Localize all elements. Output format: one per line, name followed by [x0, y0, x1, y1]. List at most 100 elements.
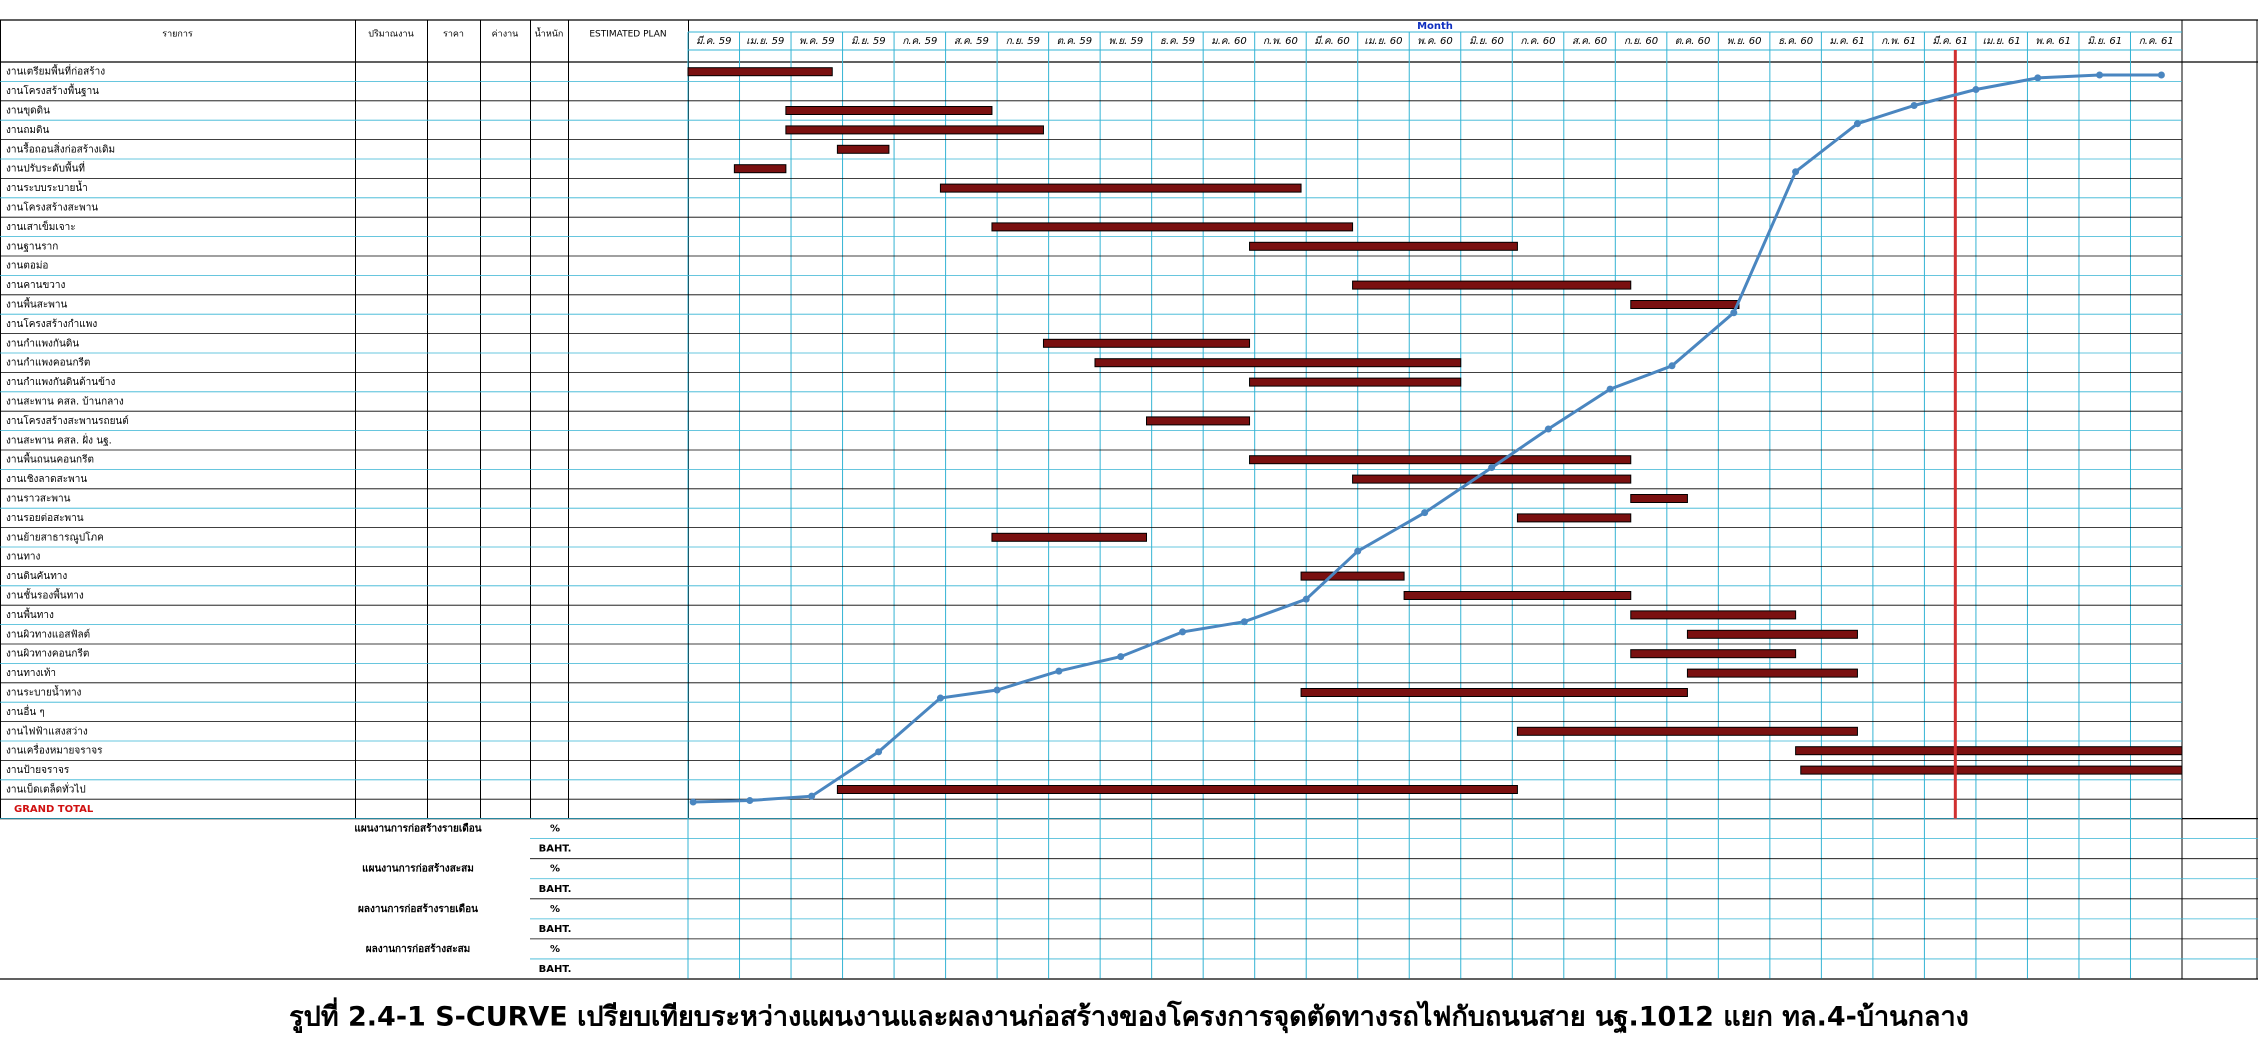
- caption: รูปที่ 2.4-1 S-CURVE เปรียบเทียบระหว่างแ…: [289, 997, 1969, 1035]
- s-curve-point: [746, 797, 754, 805]
- task-name: งานเสาเข็มเจาะ: [6, 219, 76, 233]
- month-label: ก.พ. 60: [1263, 36, 1298, 47]
- task-bar: [1352, 474, 1632, 484]
- s-curve-point: [1853, 120, 1861, 128]
- month-label: พ.ค. 60: [1417, 36, 1453, 47]
- task-bar: [1042, 338, 1251, 348]
- task-name: งานดินคันทาง: [6, 571, 67, 582]
- month-label: มิ.ย. 61: [2087, 35, 2122, 47]
- task-name: งานโครงสร้างสะพาน: [6, 201, 98, 214]
- s-curve-point: [1179, 628, 1187, 636]
- task-name: งานปรับระดับพื้นที่: [6, 161, 85, 175]
- table-header: น้ำหนัก: [535, 27, 564, 40]
- task-name: งานกำแพงคอนกรีต: [6, 357, 90, 369]
- task-name: งานป้ายจราจร: [6, 764, 70, 776]
- task-bar: [1516, 726, 1858, 736]
- month-label: พ.ค. 59: [799, 36, 835, 47]
- table-header: ปริมาณงาน: [368, 29, 413, 40]
- task-name: งานเชิงลาดสะพาน: [6, 474, 87, 485]
- summary-unit: %: [550, 864, 560, 875]
- task-bar: [785, 106, 993, 115]
- table-header: รายการ: [162, 30, 193, 40]
- summary-label: ผลงานการก่อสร้างสะสม: [366, 943, 471, 955]
- task-name: งานถมดิน: [6, 125, 49, 136]
- s-curve-point: [1055, 667, 1063, 675]
- s-curve-point: [936, 694, 944, 702]
- summary-unit: BAHT.: [539, 964, 572, 975]
- month-label: ก.พ. 61: [1881, 36, 1916, 47]
- task-name: งานคานขวาง: [6, 280, 66, 291]
- task-name: งานฐานราก: [6, 241, 58, 252]
- summary-unit: BAHT.: [539, 884, 572, 895]
- summary-unit: %: [550, 944, 560, 955]
- s-curve-point: [993, 686, 1001, 694]
- task-name: งานผิวทางคอนกรีต: [6, 648, 89, 660]
- month-label: เม.ย. 60: [1364, 36, 1402, 47]
- task-bar: [991, 532, 1148, 542]
- month-label: ก.ค. 59: [902, 36, 937, 47]
- month-label: พ.ย. 60: [1727, 36, 1762, 47]
- task-name: งานอื่น ๆ: [6, 704, 45, 718]
- task-bar: [785, 125, 1044, 135]
- s-curve-point: [1910, 102, 1918, 110]
- task-bar: [991, 222, 1354, 232]
- task-name: งานทาง: [6, 552, 41, 563]
- task-bar: [1800, 765, 2183, 775]
- task-bar: [1352, 280, 1632, 290]
- task-name: งานเบ็ดเตล็ดทั่วไป: [6, 782, 86, 796]
- task-name: งานพื้นถนนคอนกรีต: [6, 452, 94, 466]
- task-bar: [1686, 668, 1858, 678]
- task-name: งานพื้นทาง: [6, 607, 54, 621]
- s-curve-point: [1302, 595, 1310, 603]
- task-name: งานเครื่องหมายจราจร: [6, 743, 103, 757]
- month-label: มี.ค. 60: [1314, 35, 1350, 47]
- task-name: งานสะพาน คสล. ฝั่ง นฐ.: [6, 432, 112, 446]
- s-curve-point: [2157, 71, 2165, 79]
- month-label: มี.ค. 59: [696, 35, 732, 47]
- task-bar: [1249, 377, 1462, 387]
- month-label: ก.ค. 60: [1521, 36, 1556, 47]
- month-label: พ.ค. 61: [2035, 36, 2071, 47]
- month-label: เม.ย. 59: [746, 36, 784, 47]
- summary-unit: %: [550, 904, 560, 915]
- task-name: งานระบายน้ำทาง: [6, 685, 82, 699]
- month-label: ก.ย. 59: [1006, 36, 1040, 47]
- month-label: ส.ค. 60: [1572, 36, 1607, 47]
- task-bar: [687, 67, 833, 77]
- task-name: งานราวสะพาน: [6, 494, 71, 505]
- month-label: ก.ย. 60: [1624, 36, 1658, 47]
- table-header: ESTIMATED PLAN: [589, 30, 666, 40]
- s-curve-point: [1730, 309, 1738, 317]
- task-bar: [1146, 416, 1251, 426]
- task-name: งานผิวทางแอสฟัลต์: [6, 628, 90, 640]
- month-label: ม.ค. 61: [1829, 36, 1865, 47]
- s-curve-point: [2034, 74, 2042, 82]
- month-label: มิ.ย. 59: [851, 35, 886, 47]
- month-label: ต.ค. 59: [1057, 36, 1092, 47]
- task-bar: [1630, 300, 1740, 309]
- s-curve-point: [1668, 362, 1676, 370]
- task-name: งานพื้นสะพาน: [6, 297, 67, 311]
- s-curve-point: [1792, 168, 1800, 176]
- month-label: ธ.ค. 59: [1160, 36, 1195, 47]
- task-bar: [1300, 571, 1405, 581]
- task-name: งานไฟฟ้าแสงสว่าง: [6, 725, 88, 737]
- task-name: งานรอยต่อสะพาน: [6, 513, 84, 524]
- s-curve-point: [875, 748, 883, 756]
- summary-unit: BAHT.: [539, 924, 572, 935]
- summary-label: แผนงานการก่อสร้างสะสม: [362, 863, 474, 875]
- task-bar: [1630, 494, 1688, 503]
- s-curve-point: [1606, 385, 1614, 393]
- task-name: งานชั้นรองพื้นทาง: [6, 588, 84, 602]
- s-curve-point: [808, 792, 816, 800]
- summary-unit: %: [550, 824, 560, 835]
- task-name: งานเตรียมพื้นที่ก่อสร้าง: [6, 64, 105, 78]
- task-name: งานย้ายสาธารณูปโภค: [6, 530, 104, 543]
- s-curve-point: [2096, 71, 2104, 79]
- s-curve-point: [1972, 86, 1980, 94]
- task-name: งานรื้อถอนสิ่งก่อสร้างเดิม: [6, 141, 115, 155]
- task-name: งานขุดดิน: [6, 106, 50, 117]
- summary-label: แผนงานการก่อสร้างรายเดือน: [354, 823, 481, 835]
